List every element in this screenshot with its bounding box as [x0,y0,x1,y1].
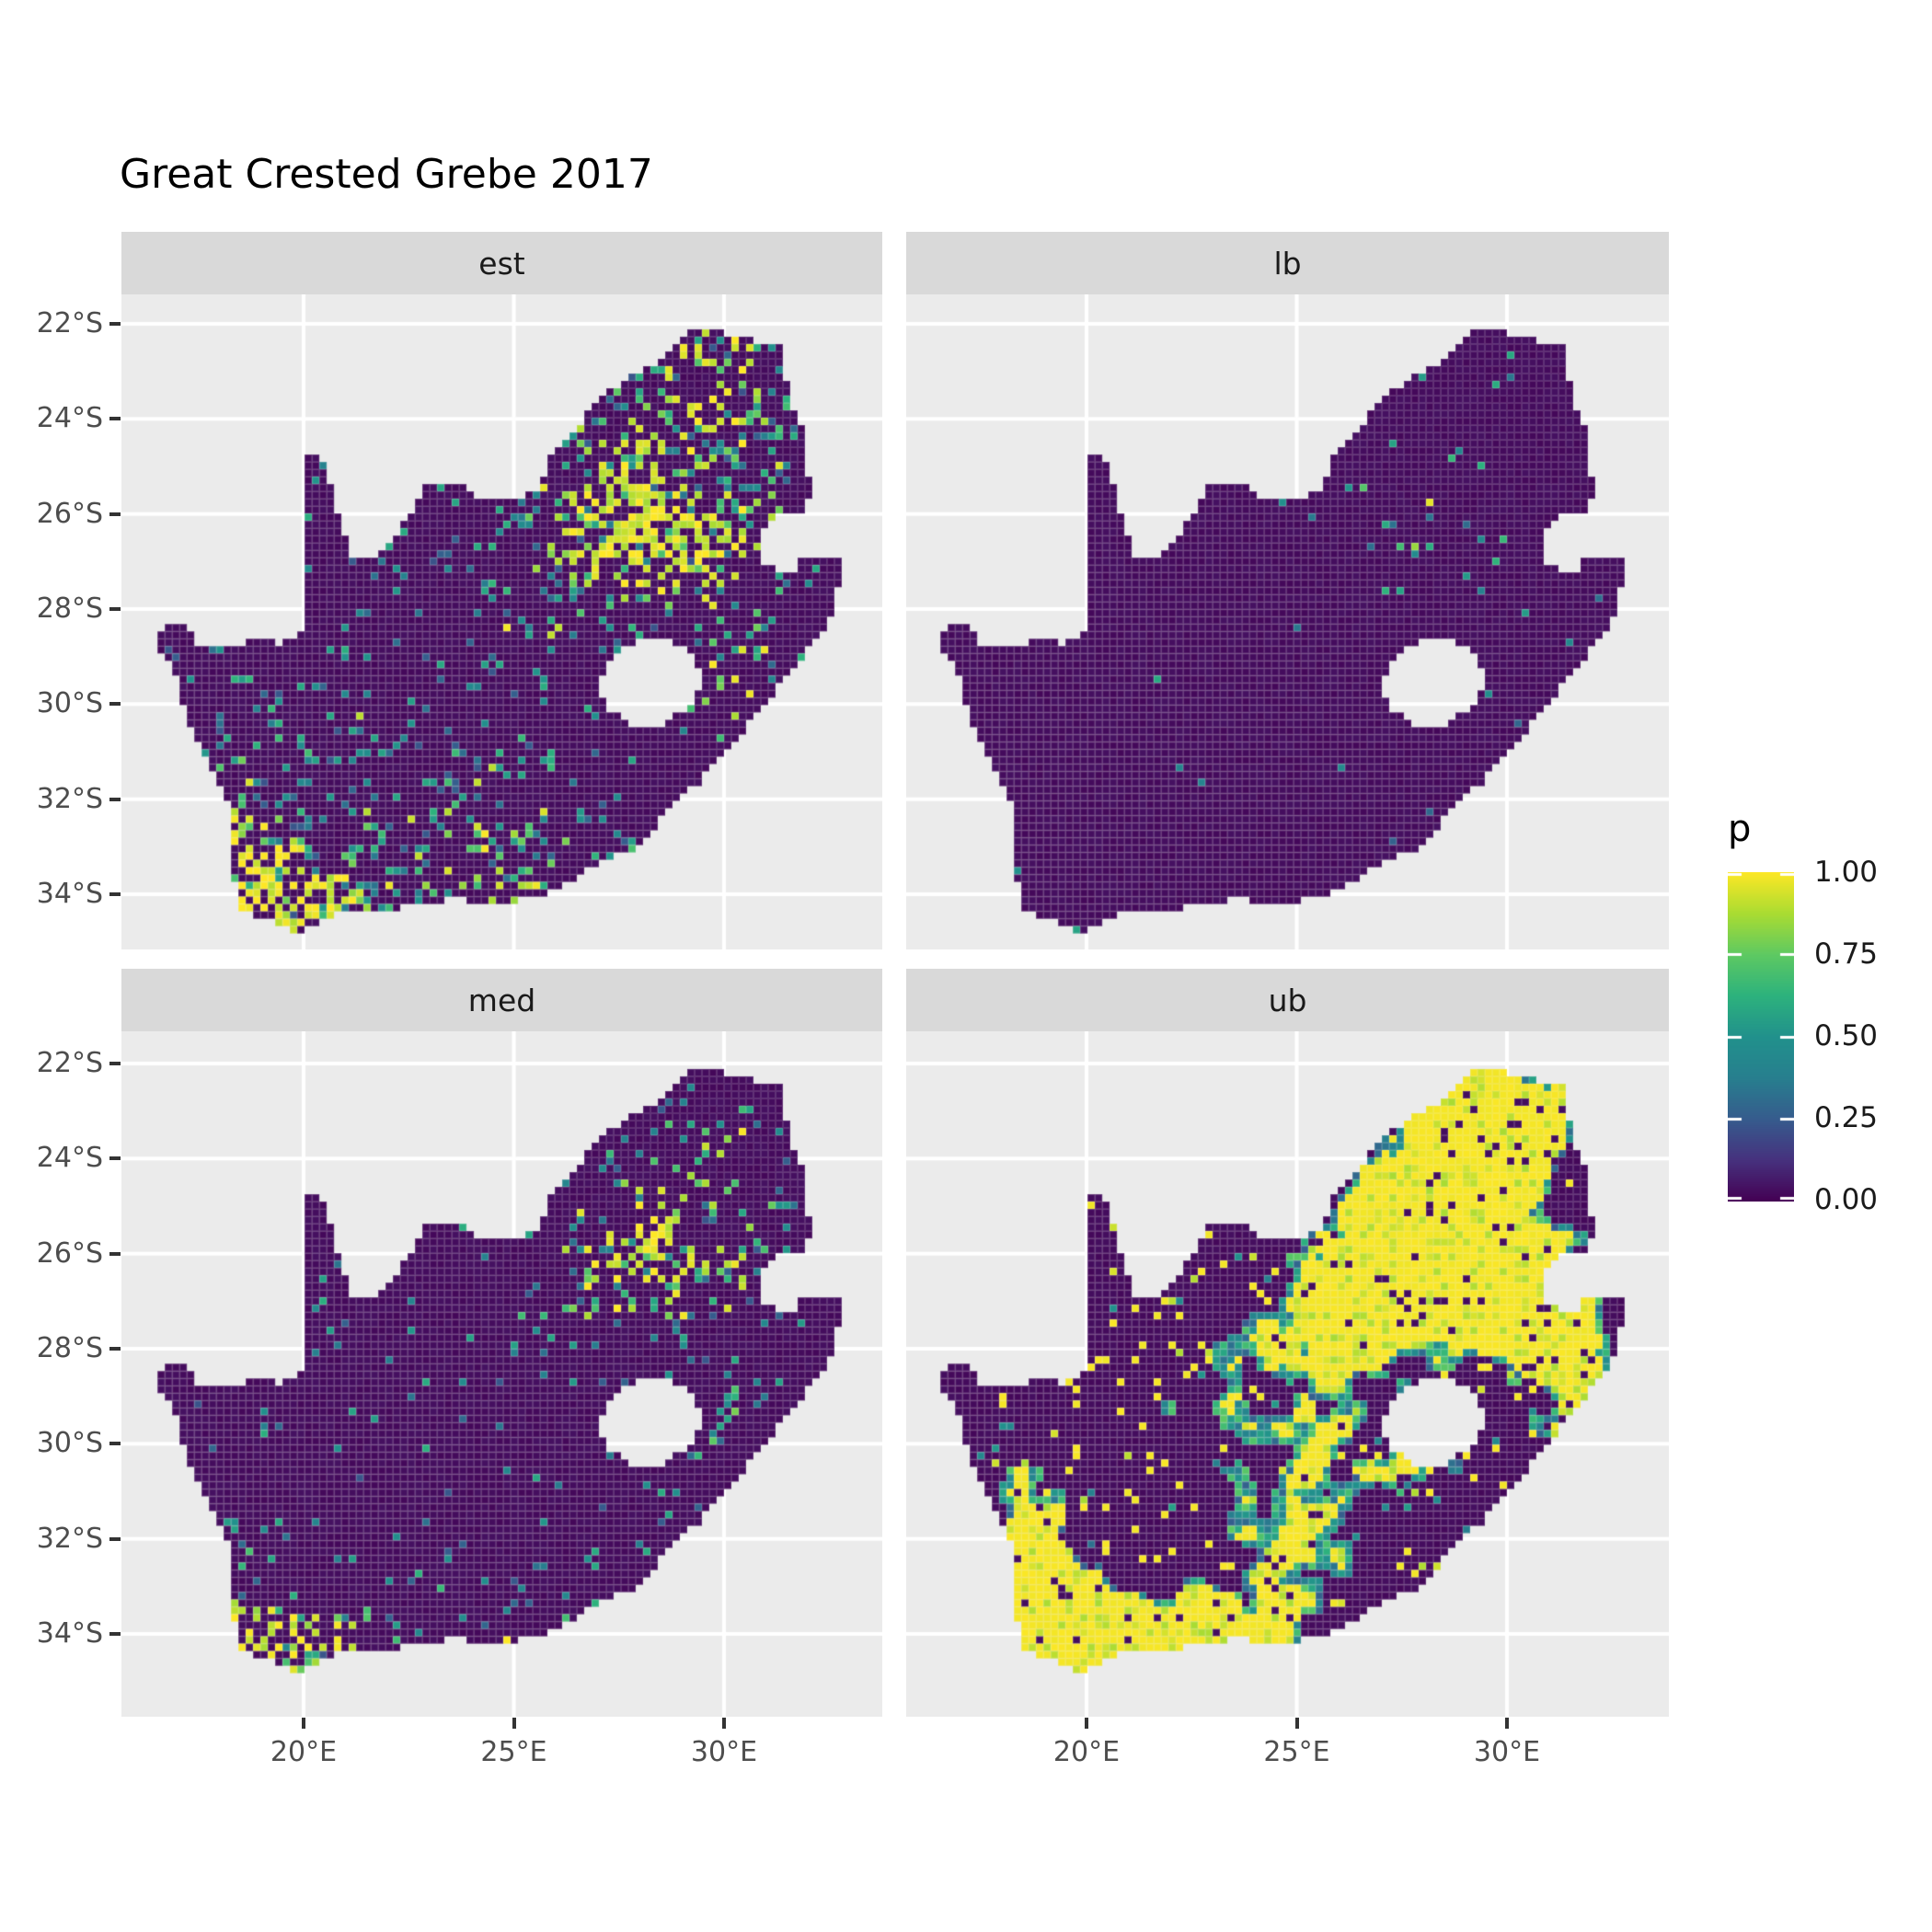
map-panel-est [121,294,882,949]
legend-title: p [1728,808,1752,850]
y-axis-tick [109,322,121,326]
map-panel-lb [906,294,1669,949]
y-axis-tick [109,1347,121,1351]
x-axis-tick [512,1718,516,1729]
y-tick-label: 34°S [36,1617,103,1650]
x-tick-label: 30°E [1473,1736,1541,1768]
legend-tick-label: 0.50 [1814,1019,1879,1052]
x-tick-label: 20°E [1052,1736,1121,1768]
x-axis-tick [1505,1718,1509,1729]
y-axis-tick [109,1251,121,1256]
x-tick-label: 20°E [270,1736,338,1768]
y-tick-label: 24°S [36,1142,103,1175]
y-tick-label: 28°S [36,1332,103,1365]
y-tick-label: 32°S [36,1522,103,1555]
x-axis-tick [722,1718,726,1729]
x-axis-tick [302,1718,305,1729]
map-panel-ub [906,1031,1669,1717]
x-tick-label: 25°E [480,1736,547,1768]
facet-strip-est: est [121,232,882,294]
facet-strip-lb: lb [906,232,1669,294]
legend-tick-label: 0.75 [1814,937,1879,971]
y-axis-tick [109,702,121,707]
x-axis-tick [1085,1718,1088,1729]
map-panel-med [121,1031,882,1717]
y-axis-tick [109,892,121,897]
y-axis-tick [109,797,121,801]
y-tick-label: 32°S [36,782,103,815]
facet-strip-label: ub [1268,982,1307,1018]
y-tick-label: 26°S [36,1236,103,1270]
legend-tick-label: 1.00 [1814,856,1879,889]
legend-colorbar [1728,872,1794,1202]
y-axis-tick [109,1632,121,1637]
y-tick-label: 30°S [36,1427,103,1460]
x-tick-label: 25°E [1263,1736,1330,1768]
facet-strip-med: med [121,969,882,1031]
y-tick-label: 28°S [36,592,103,626]
facet-strip-ub: ub [906,969,1669,1031]
x-axis-tick [1294,1718,1299,1729]
y-tick-label: 22°S [36,307,103,339]
y-tick-label: 34°S [36,878,103,911]
y-axis-tick [109,417,121,421]
y-axis-tick [109,1442,121,1446]
y-axis-tick [109,1536,121,1541]
facet-strip-label: lb [1273,245,1302,282]
y-tick-label: 22°S [36,1047,103,1079]
y-axis-tick [109,1156,121,1161]
facet-strip-label: med [467,982,536,1018]
legend-tick-label: 0.25 [1814,1101,1879,1134]
x-tick-label: 30°E [690,1736,758,1768]
y-axis-tick [109,607,121,612]
legend-tick-label: 0.00 [1814,1183,1879,1216]
y-tick-label: 26°S [36,497,103,530]
y-tick-label: 30°S [36,687,103,720]
y-tick-label: 24°S [36,402,103,435]
y-axis-tick [109,512,121,516]
facet-strip-label: est [478,245,525,282]
y-axis-tick [109,1062,121,1065]
chart-title: Great Crested Grebe 2017 [120,151,653,198]
